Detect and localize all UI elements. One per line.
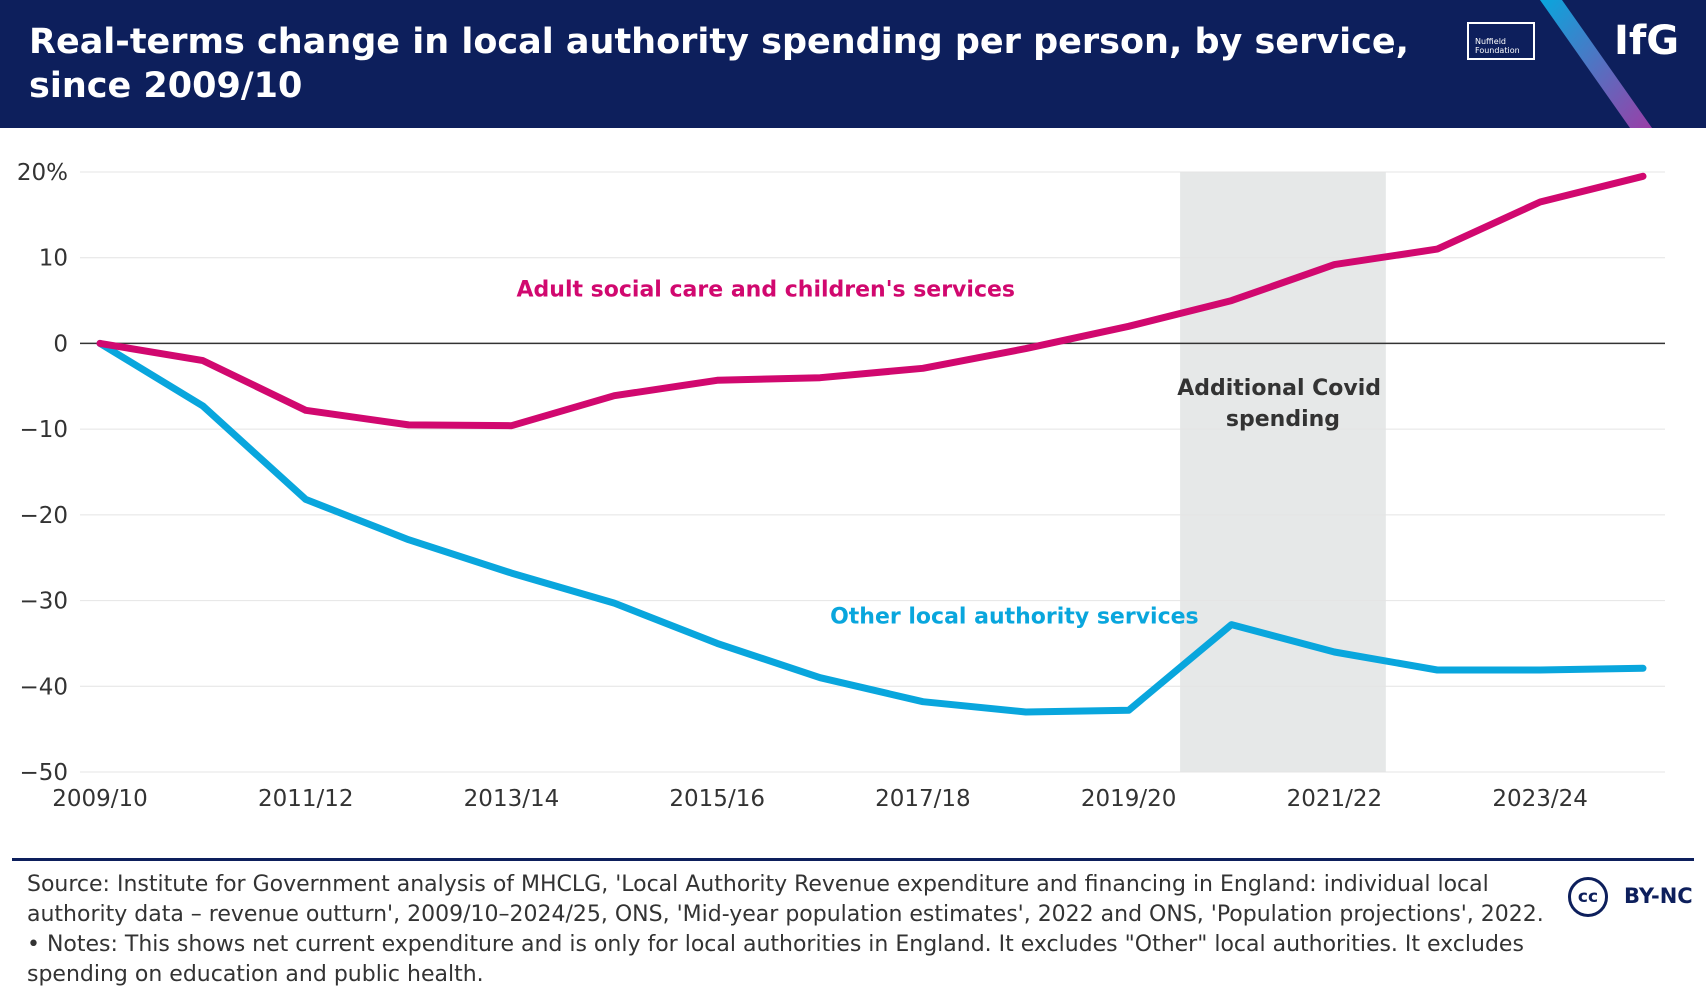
footer-divider: [12, 858, 1694, 861]
brand-slash-graphic: [1540, 0, 1652, 128]
series-line-other-services: [96, 339, 1647, 716]
x-tick-label: 2009/10: [52, 786, 148, 812]
x-tick-label: 2015/16: [669, 786, 765, 812]
nuffield-logo-text: Nuffield Foundation: [1475, 37, 1520, 55]
ifg-logo: IfG: [1614, 18, 1680, 64]
series-line-adult-social-care: [96, 172, 1647, 430]
x-tick-label: 2011/12: [258, 786, 354, 812]
y-tick-label: −30: [19, 589, 68, 615]
line-chart: 20% 10 0 −10 −20 −30 −40 −50 2009/10 2011/12 2013…: [17, 160, 1665, 812]
y-tick-label: −50: [19, 760, 68, 786]
gridlines: [80, 171, 1665, 773]
x-tick-label: 2017/18: [875, 786, 971, 812]
covid-band: [1180, 172, 1386, 772]
y-tick-label: 10: [39, 246, 68, 272]
source-notes: Source: Institute for Government analysi…: [27, 872, 1544, 987]
x-tick-label: 2023/24: [1492, 786, 1588, 812]
x-tick-label: 2021/22: [1287, 786, 1383, 812]
covid-annotation-line-1: Additional Covid: [1177, 376, 1381, 401]
y-axis-ticks: 20% 10 0 −10 −20 −30 −40 −50: [17, 160, 68, 786]
x-tick-label: 2013/14: [464, 786, 560, 812]
creative-commons-icon: cc: [1568, 877, 1608, 917]
covid-annotation-line-2: spending: [1226, 407, 1340, 432]
covid-annotation: Additional Covid spending: [1177, 376, 1389, 432]
y-tick-label: 0: [53, 331, 68, 357]
chart-title: Real-terms change in local authority spe…: [29, 22, 1409, 106]
nuffield-foundation-logo: Nuffield Foundation: [1467, 22, 1535, 60]
x-tick-label: 2019/20: [1081, 786, 1177, 812]
x-axis-ticks: 2009/10 2011/12 2013/14 2015/16 2017/18 2019/…: [52, 786, 1588, 812]
series-lines: [96, 172, 1647, 716]
license-label: BY-NC: [1624, 884, 1693, 908]
y-tick-label: −10: [19, 417, 68, 443]
y-tick-label: 20%: [17, 160, 68, 186]
y-tick-label: −40: [19, 674, 68, 700]
header-bar: Real-terms change in local authority spe…: [0, 0, 1706, 128]
y-tick-label: −20: [19, 503, 68, 529]
series-label-adult-social-care: Adult social care and children's service…: [517, 277, 1015, 302]
series-label-other-services: Other local authority services: [830, 605, 1199, 630]
